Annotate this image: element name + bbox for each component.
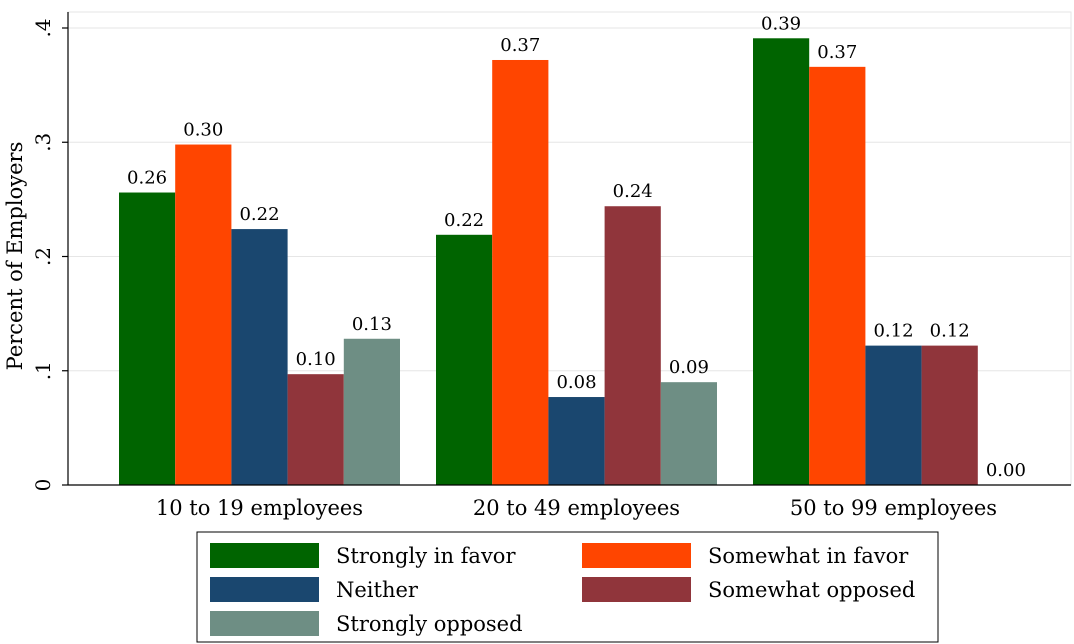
data-label: 0.22 xyxy=(444,210,484,231)
legend-label: Strongly opposed xyxy=(336,612,523,636)
data-label: 0.08 xyxy=(556,372,596,393)
legend-label: Strongly in favor xyxy=(336,544,516,568)
bars xyxy=(119,38,978,486)
legend-label: Somewhat opposed xyxy=(708,578,915,602)
x-category-label: 50 to 99 employees xyxy=(790,496,997,520)
legend-swatch xyxy=(210,543,319,568)
data-label: 0.12 xyxy=(873,321,913,342)
bar xyxy=(921,345,978,485)
bar xyxy=(175,144,232,485)
legend-swatch xyxy=(582,577,691,602)
axes: 0 .1 .2 .3 .4 10 to 19 employees 20 to 49 empl… xyxy=(31,12,1071,520)
y-tick-label: .4 xyxy=(31,18,55,37)
legend-label: Neither xyxy=(336,578,419,602)
x-category-label: 10 to 19 employees xyxy=(156,496,363,520)
data-label: 0.39 xyxy=(761,13,801,34)
data-label: 0.24 xyxy=(613,181,653,202)
y-tick-label: .3 xyxy=(31,133,55,152)
bar xyxy=(343,338,400,485)
bar xyxy=(287,374,344,485)
legend-swatch xyxy=(210,611,319,636)
legend: Strongly in favor Somewhat in favor Neithe… xyxy=(196,531,939,643)
data-labels: 0.26 0.30 0.22 0.10 0.13 0.22 0.37 0.08 0.24 0.09… xyxy=(127,13,1026,481)
data-label: 0.26 xyxy=(127,168,167,189)
y-tick-label: .2 xyxy=(31,247,55,266)
y-axis-title: Percent of Employers xyxy=(3,142,27,371)
data-label: 0.37 xyxy=(817,42,857,63)
bar xyxy=(231,229,288,485)
data-label: 0.37 xyxy=(500,35,540,56)
data-label: 0.09 xyxy=(669,357,709,378)
bar xyxy=(753,38,810,485)
bar xyxy=(660,382,717,485)
x-category-label: 20 to 49 employees xyxy=(473,496,680,520)
legend-box xyxy=(196,531,939,643)
data-label: 0.30 xyxy=(183,120,223,141)
data-label: 0.12 xyxy=(930,321,970,342)
data-label: 0.10 xyxy=(296,349,336,370)
legend-swatch xyxy=(582,543,691,568)
bar xyxy=(809,66,866,485)
bar xyxy=(865,345,922,485)
legend-label: Somewhat in favor xyxy=(708,544,909,568)
data-label: 0.13 xyxy=(352,314,392,335)
y-tick-label: .1 xyxy=(31,361,55,380)
bar xyxy=(119,192,176,485)
bar xyxy=(436,234,493,485)
bar xyxy=(492,59,549,486)
data-label: 0.00 xyxy=(986,460,1026,481)
data-label: 0.22 xyxy=(239,204,279,225)
bar xyxy=(548,397,605,485)
bar xyxy=(604,206,661,486)
legend-swatch xyxy=(210,577,319,602)
y-tick-label: 0 xyxy=(31,479,55,492)
